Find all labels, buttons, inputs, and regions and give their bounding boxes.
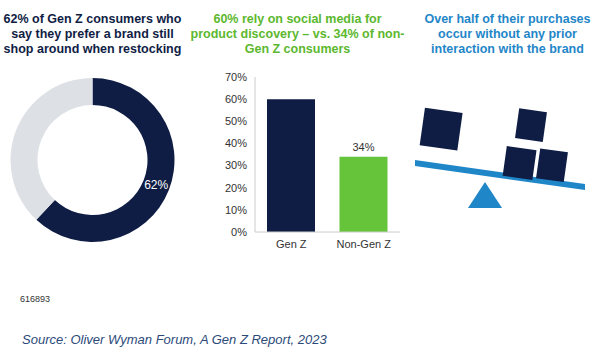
html-text:60% rely on social media for p: 60% rely on social media for product dis… (190, 12, 405, 56)
svg-text:70%: 70% (225, 71, 247, 83)
html-text:62% of Gen Z consumers who say: 62% of Gen Z consumers who say they pref… (3, 12, 182, 56)
svg-text:Gen Z: Gen Z (276, 238, 307, 250)
svg-text:10%: 10% (225, 204, 247, 216)
html-text:616893: 616893 (20, 294, 50, 304)
svg-text:34%: 34% (352, 141, 374, 153)
svg-text:60%: 60% (225, 93, 247, 105)
html-text:Over half of their purchases o: Over half of their purchases occur witho… (424, 12, 591, 56)
svg-text:40%: 40% (225, 137, 247, 149)
svg-text:20%: 20% (225, 182, 247, 194)
svg-text:62%: 62% (144, 178, 168, 192)
html-text:Source: Oliver Wyman Forum, A: Source: Oliver Wyman Forum, A Gen Z Repo… (22, 332, 327, 347)
svg-text:30%: 30% (225, 159, 247, 171)
svg-text:50%: 50% (225, 115, 247, 127)
svg-text:Non-Gen Z: Non-Gen Z (337, 238, 392, 250)
svg-text:0%: 0% (231, 226, 247, 238)
